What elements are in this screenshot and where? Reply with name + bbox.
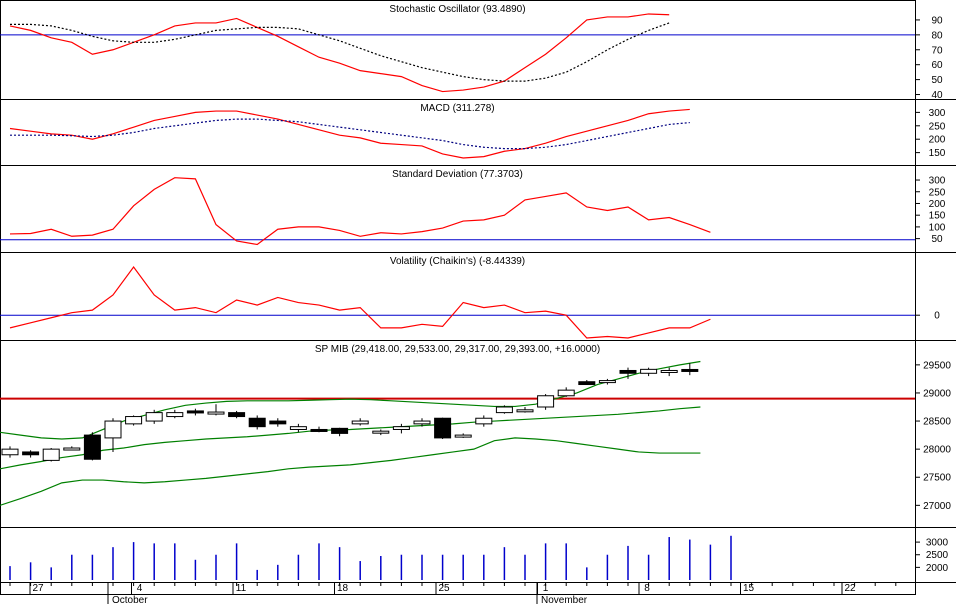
y-tick-label: 80 bbox=[931, 30, 943, 41]
y-tick-label: 150 bbox=[929, 148, 946, 159]
band-line-lower bbox=[0, 437, 701, 506]
candle-body bbox=[681, 368, 699, 372]
candle-body bbox=[145, 412, 163, 422]
y-tick-label: 28000 bbox=[923, 445, 951, 456]
candle-body bbox=[207, 411, 225, 415]
candle-body bbox=[598, 380, 616, 384]
y-tick-label: 29500 bbox=[923, 360, 951, 371]
y-tick-label: 250 bbox=[929, 121, 946, 132]
y-tick-label: 40 bbox=[931, 90, 943, 101]
y-tick-label: 300 bbox=[929, 108, 946, 119]
macd-line bbox=[9, 108, 690, 159]
candle-body bbox=[351, 420, 369, 425]
candle-body bbox=[63, 447, 81, 451]
y-tick-label: 200 bbox=[929, 199, 946, 210]
candle-body bbox=[248, 417, 266, 428]
month-label: November bbox=[541, 595, 588, 604]
pane-title: SP MIB (29,418.00, 29,533.00, 29,317.00,… bbox=[315, 344, 600, 355]
candle-body bbox=[1, 448, 19, 456]
candle-body bbox=[310, 428, 328, 432]
y-tick-label: 70 bbox=[931, 45, 943, 56]
candle-body bbox=[434, 417, 452, 439]
y-tick-label: 50 bbox=[931, 234, 943, 245]
stochastic-d-line bbox=[10, 22, 670, 82]
y-tick-label: 150 bbox=[929, 211, 946, 222]
candle-body bbox=[372, 430, 390, 434]
x-tick-label: 11 bbox=[236, 583, 247, 594]
pane-title: Standard Deviation (77.3703) bbox=[392, 169, 523, 180]
candle-body bbox=[516, 409, 534, 413]
y-tick-label: 2500 bbox=[926, 550, 949, 561]
candle-body bbox=[640, 368, 658, 374]
y-tick-label: 2000 bbox=[926, 563, 949, 574]
volatility-line bbox=[9, 266, 711, 339]
band-line-middle bbox=[0, 406, 701, 470]
pane-title: MACD (311.278) bbox=[420, 103, 494, 114]
x-tick-label: 8 bbox=[644, 583, 650, 594]
candle-body bbox=[269, 420, 287, 425]
candle-body bbox=[557, 389, 575, 397]
x-tick-label: 18 bbox=[337, 583, 349, 594]
x-tick-label: 4 bbox=[137, 583, 143, 594]
candle-body bbox=[289, 426, 307, 430]
candle-body bbox=[125, 416, 143, 425]
y-tick-label: 27000 bbox=[923, 501, 951, 512]
candle-body bbox=[186, 410, 204, 414]
y-tick-label: 300 bbox=[929, 176, 946, 187]
x-tick-label: 15 bbox=[743, 583, 755, 594]
candle-body bbox=[166, 412, 184, 418]
candle-body bbox=[104, 420, 122, 439]
candle-body bbox=[228, 412, 246, 418]
stochastic-k-line bbox=[9, 13, 670, 93]
candle-body bbox=[660, 369, 678, 373]
y-tick-label: 0 bbox=[934, 311, 940, 322]
y-tick-label: 3000 bbox=[926, 538, 949, 549]
pane-title: Volatility (Chaikin's) (-8.44339) bbox=[390, 256, 525, 267]
month-label: October bbox=[112, 595, 148, 604]
candle-body bbox=[454, 434, 472, 438]
y-tick-label: 29000 bbox=[923, 388, 951, 399]
y-tick-label: 200 bbox=[929, 135, 946, 146]
y-tick-label: 27500 bbox=[923, 473, 951, 484]
y-tick-label: 60 bbox=[931, 60, 943, 71]
candle-body bbox=[475, 417, 493, 425]
y-tick-label: 100 bbox=[929, 222, 946, 233]
candle-body bbox=[619, 369, 637, 374]
candle-body bbox=[331, 427, 349, 434]
candle-body bbox=[413, 420, 431, 425]
x-tick-label: 22 bbox=[844, 583, 856, 594]
candle-body bbox=[537, 395, 555, 408]
y-tick-label: 250 bbox=[929, 187, 946, 198]
stddev-line bbox=[9, 177, 711, 246]
y-tick-label: 50 bbox=[931, 75, 943, 86]
x-tick-label: 1 bbox=[543, 583, 549, 594]
candle-body bbox=[22, 451, 40, 456]
candle-body bbox=[83, 434, 101, 460]
candle-body bbox=[42, 448, 60, 461]
candle-body bbox=[578, 381, 596, 386]
chart-frame bbox=[0, 0, 916, 595]
macd-signal-line bbox=[10, 118, 690, 150]
x-tick-label: 25 bbox=[438, 583, 450, 594]
candle-body bbox=[392, 426, 410, 430]
x-tick-label: 27 bbox=[32, 583, 44, 594]
pane-title: Stochastic Oscillator (93.4890) bbox=[389, 4, 525, 15]
y-tick-label: 28500 bbox=[923, 417, 951, 428]
y-tick-label: 90 bbox=[931, 15, 943, 26]
candle-body bbox=[495, 406, 513, 414]
